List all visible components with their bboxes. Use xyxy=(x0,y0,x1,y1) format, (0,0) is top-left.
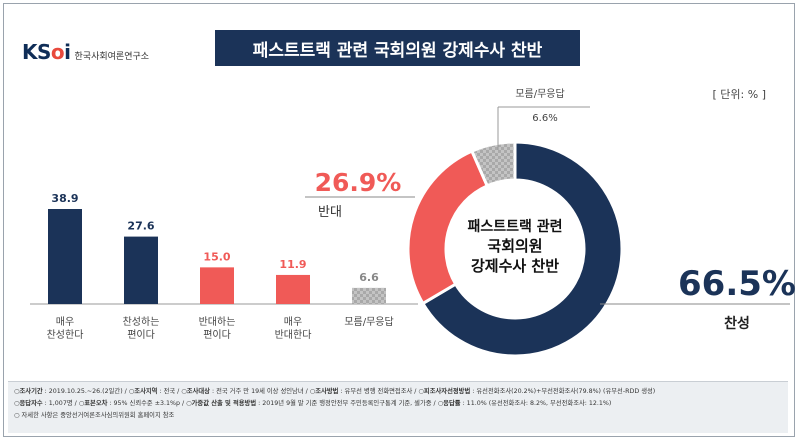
donut-hole xyxy=(448,182,582,316)
donut-slice-3 xyxy=(469,140,517,188)
survey-footer: ○조사기간 : 2019.10.25.~26.(2일간) / ○조사지역 : 전… xyxy=(8,381,788,433)
footer-item: ○응답률 : 11.0% (유선전화조사: 8.2%, 무선전화조사: 12.1… xyxy=(437,400,612,407)
bar-category-label: 찬성한다 xyxy=(47,329,84,341)
chart-title: 패스트트랙 관련 국회의원 강제수사 찬반 xyxy=(215,30,580,66)
bar-value-label: 15.0 xyxy=(203,250,230,263)
logo-subtitle: 한국사회여론연구소 xyxy=(74,52,150,62)
chart-frame xyxy=(3,3,795,437)
footer-item: ○조사기간 : 2019.10.25.~26.(2일간) / xyxy=(14,388,129,395)
footer-item: ○표본오차 : 95% 신뢰수준 ±3.1%p / xyxy=(78,400,187,407)
bar-4 xyxy=(276,274,310,304)
donut-label-na: 모름/무응답 xyxy=(515,88,564,100)
footer-item: ○가중값 산출 및 적용방법 : 2019년 9월 말 기준 행정안전부 주민등… xyxy=(186,400,438,407)
bar-category-label: 매우 xyxy=(56,316,74,328)
ksoi-logo: KSoi 한국사회여론연구소 xyxy=(22,40,149,64)
bar-category-label: 매우 xyxy=(284,316,302,328)
bar-value-label: 38.9 xyxy=(51,192,78,205)
logo-mark: KSoi xyxy=(22,40,71,64)
footer-line-1: ○조사기간 : 2019.10.25.~26.(2일간) / ○조사지역 : 전… xyxy=(14,386,782,398)
footer-item: ○조사대상 : 전국 거주 만 19세 이상 성인남녀 / xyxy=(181,388,310,395)
bar-category-label: 반대한다 xyxy=(275,329,312,341)
donut-value-na: 6.6% xyxy=(532,113,557,124)
footer-line-2: ○응답자수 : 1,007명 / ○표본오차 : 95% 신뢰수준 ±3.1%p… xyxy=(14,398,782,410)
bar-value-label: 6.6 xyxy=(359,271,379,284)
donut-label-no: 반대 xyxy=(318,205,342,220)
bar-1 xyxy=(48,209,82,304)
donut-label-yes: 찬성 xyxy=(724,315,750,332)
bar-value-label: 11.9 xyxy=(279,258,306,271)
bar-value-label: 27.6 xyxy=(127,220,154,233)
bar-3 xyxy=(200,267,234,304)
donut-center-text: 패스트트랙 관련 xyxy=(467,218,562,235)
footer-item: ○피조사자선정방법 : 유선전화조사(20.2%)+무선전화조사(79.8%) … xyxy=(418,388,656,395)
bar-category-label: 반대하는 xyxy=(199,315,236,328)
bar-5 xyxy=(352,287,386,304)
unit-label: [ 단위: % ] xyxy=(712,88,766,101)
footer-item: ○조사지역 : 전국 / xyxy=(128,388,182,395)
bar-category-label: 모름/무응답 xyxy=(344,316,393,328)
bar-2 xyxy=(124,236,158,304)
bar-category-label: 찬성하는 xyxy=(123,315,160,328)
donut-value-no: 26.9% xyxy=(315,168,402,197)
donut-value-yes: 66.5% xyxy=(678,264,796,304)
donut-center-text: 국회의원 xyxy=(487,237,542,255)
bar-category-label: 편이다 xyxy=(127,329,155,341)
footer-line-3: ○ 자세한 사항은 중앙선거여론조사심의위원회 홈페이지 참조 xyxy=(14,412,175,419)
donut-center-text: 강제수사 찬반 xyxy=(471,257,559,275)
footer-item: ○조사방법 : 유무선 병행 전화면접조사 / xyxy=(309,388,419,395)
bar-category-label: 편이다 xyxy=(203,329,231,341)
donut-slice-1 xyxy=(420,140,624,358)
footer-item: ○응답자수 : 1,007명 / xyxy=(14,400,79,407)
